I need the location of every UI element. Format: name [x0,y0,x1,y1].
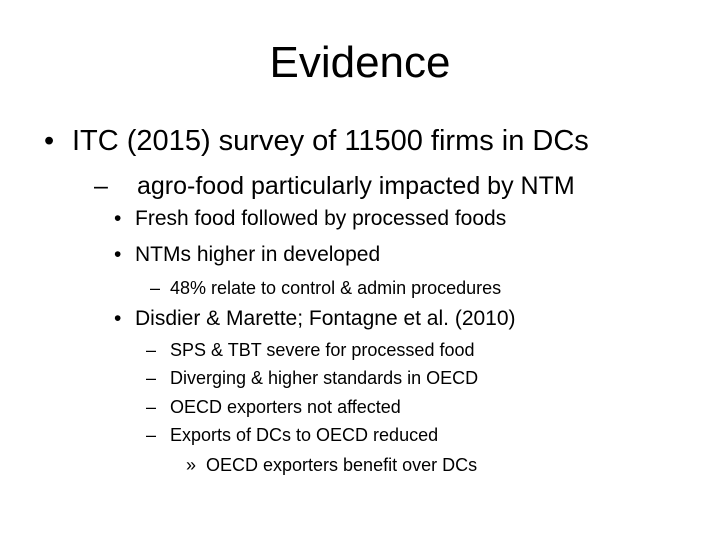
dash-marker: – [146,340,157,360]
sub-bullet-text: Exports of DCs to OECD reduced [170,425,439,445]
sub-bullet-text: NTMs higher in developed [135,243,381,266]
dash-marker: – [150,278,161,298]
sub-bullet-text: OECD exporters benefit over DCs [206,455,478,475]
sub-bullet-text: Disdier & Marette; Fontagne et al. (2010… [135,307,516,330]
dash-marker: – [146,425,157,445]
dash-marker: – [146,368,157,388]
sub-bullet-text: OECD exporters not affected [170,397,401,417]
bullet-marker: • [44,125,55,157]
dash-marker: – [94,172,108,200]
sub-bullet-text: 48% relate to control & admin procedures [170,278,502,298]
chevron-marker: » [186,455,197,475]
bullet-marker: • [114,207,122,230]
bullet-marker: • [114,243,122,266]
sub-bullet-text: agro-food particularly impacted by NTM [137,172,575,200]
sub-bullet-text: Diverging & higher standards in OECD [170,368,479,388]
dash-marker: – [146,397,157,417]
slide-title: Evidence [269,38,451,87]
bullet-text: ITC (2015) survey of 11500 firms in DCs [72,125,589,157]
bullet-marker: • [114,307,122,330]
sub-bullet-text: SPS & TBT severe for processed food [170,340,475,360]
sub-bullet-text: Fresh food followed by processed foods [135,207,507,230]
